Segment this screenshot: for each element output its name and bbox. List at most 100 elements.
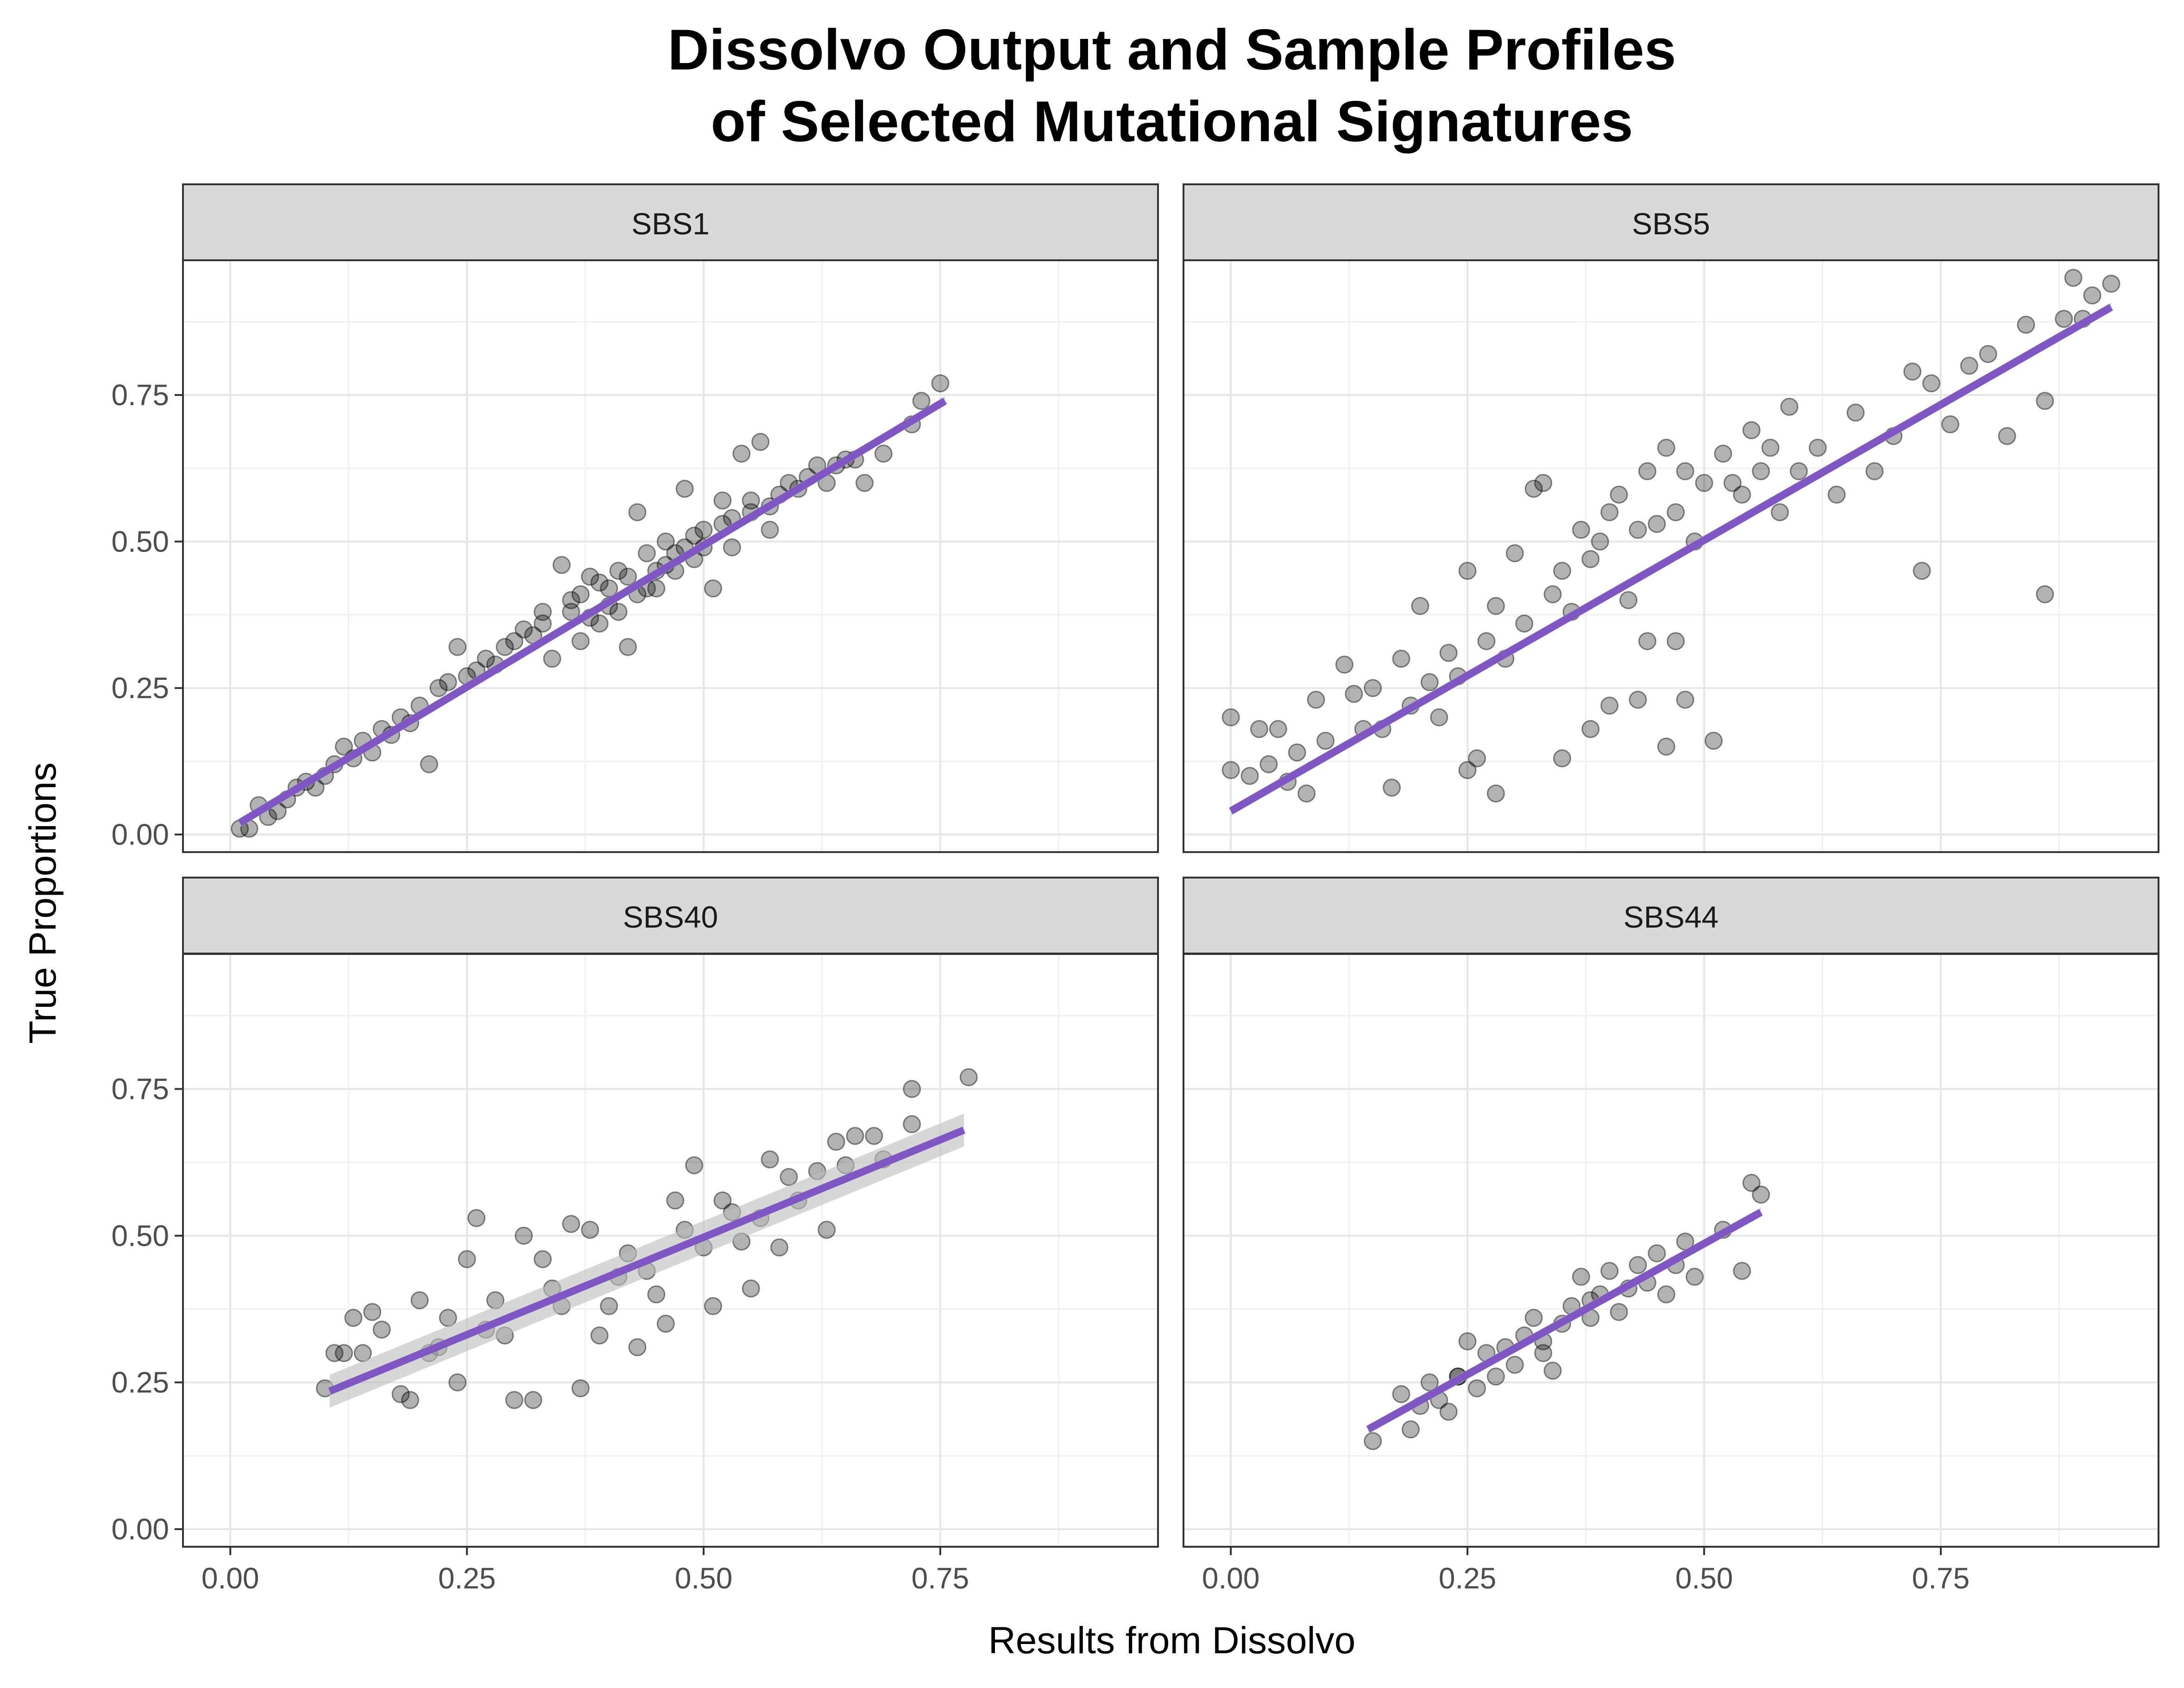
y-tick-label: 0.25 (111, 671, 169, 705)
x-tick-label: 0.75 (1912, 1562, 1970, 1595)
data-point (600, 579, 618, 598)
data-point (780, 1168, 798, 1186)
data-point (1468, 749, 1486, 768)
data-point (543, 649, 561, 668)
data-point (534, 615, 552, 633)
data-point (751, 433, 770, 451)
data-point (1505, 544, 1524, 563)
data-point (410, 1291, 429, 1310)
data-point (694, 521, 713, 539)
data-point (534, 1250, 552, 1268)
data-point (742, 491, 760, 510)
data-point (704, 1297, 722, 1315)
data-point (2055, 310, 2073, 328)
data-point (515, 620, 533, 639)
data-point (401, 1391, 419, 1409)
y-tick-label: 0.50 (111, 525, 169, 558)
data-point (1543, 585, 1562, 603)
data-point (1723, 474, 1742, 492)
data-point (562, 591, 580, 609)
data-point (1998, 427, 2016, 446)
panel-sbs1: SBS1 0.00 0.25 0.50 0.75 (111, 183, 1159, 853)
data-point (1676, 462, 1694, 481)
data-point (1288, 743, 1306, 762)
data-point (1430, 708, 1448, 727)
data-point (2083, 286, 2102, 305)
data-point (1657, 439, 1675, 457)
data-point (1610, 485, 1628, 504)
data-point (1250, 720, 1268, 738)
data-point (2064, 269, 2083, 287)
facet-strip (182, 877, 1159, 954)
data-point (1392, 649, 1410, 668)
data-point (903, 1115, 921, 1134)
data-point (1364, 679, 1382, 697)
data-point (855, 474, 874, 492)
data-point (1420, 673, 1439, 691)
data-point (1581, 720, 1600, 738)
y-tick-label: 0.50 (111, 1219, 169, 1252)
data-point (1629, 1256, 1647, 1274)
data-point (334, 1344, 353, 1362)
data-point (581, 567, 599, 586)
panel-border (1183, 953, 2159, 1548)
y-tick-label: 0.25 (111, 1366, 169, 1399)
data-point (1629, 521, 1647, 539)
data-point (1553, 562, 1571, 580)
data-point (2036, 585, 2054, 603)
data-point (723, 538, 741, 557)
data-point (1364, 1432, 1382, 1450)
data-points (1221, 269, 2121, 803)
data-point (1667, 503, 1685, 521)
data-point (1733, 485, 1751, 504)
data-point (448, 1373, 467, 1392)
data-point (1695, 474, 1713, 492)
data-point (1619, 591, 1638, 609)
data-point (334, 737, 353, 756)
data-point (1259, 755, 1278, 773)
data-point (1505, 1355, 1524, 1374)
data-point (496, 638, 514, 656)
data-point (1761, 439, 1780, 457)
facet-strip-label: SBS44 (1624, 900, 1718, 934)
data-point (628, 503, 647, 521)
regression-line (1229, 304, 2113, 815)
data-point (818, 1221, 836, 1239)
data-point (534, 602, 552, 621)
data-point (1468, 1379, 1486, 1398)
data-point (1676, 690, 1694, 709)
data-point (1477, 632, 1496, 650)
data-point (1486, 784, 1505, 803)
data-point (1486, 597, 1505, 615)
data-point (704, 579, 722, 598)
data-point (685, 527, 704, 545)
data-point (609, 562, 628, 580)
facet-strip (182, 183, 1159, 261)
data-point (581, 1221, 599, 1239)
data-point (1316, 732, 1335, 750)
regression-line (1366, 1209, 1763, 1433)
data-point (571, 632, 590, 650)
data-point (429, 679, 448, 697)
data-point (1686, 1268, 1704, 1286)
data-point (1667, 632, 1685, 650)
data-point (1534, 474, 1553, 492)
data-point (1742, 421, 1761, 439)
data-point (1543, 1362, 1562, 1380)
x-axis-title: Results from Dissolvo (988, 1619, 1356, 1662)
data-point (1648, 515, 1666, 533)
data-point (1979, 345, 1997, 363)
x-tick-label: 0.00 (1202, 1562, 1260, 1595)
data-point (562, 1215, 580, 1233)
data-point (1638, 462, 1656, 481)
data-point (647, 579, 666, 598)
data-point (1458, 562, 1477, 580)
data-point (1657, 1285, 1675, 1304)
panel-border (182, 953, 1159, 1548)
data-point (571, 1379, 590, 1398)
data-point (1600, 1261, 1619, 1280)
data-point (1524, 1309, 1543, 1327)
data-point (761, 521, 779, 539)
data-point (1913, 562, 1931, 580)
data-point (1591, 532, 1609, 551)
